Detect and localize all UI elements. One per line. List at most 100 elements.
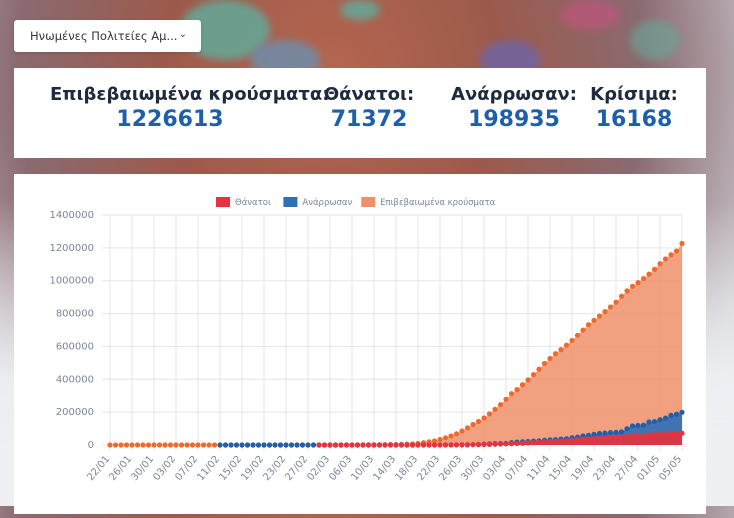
point-deaths[interactable] <box>525 440 531 446</box>
point-confirmed[interactable] <box>211 442 218 448</box>
point-recovered[interactable] <box>255 442 262 448</box>
point-deaths[interactable] <box>338 442 344 448</box>
point-deaths[interactable] <box>459 442 465 448</box>
point-recovered[interactable] <box>310 442 317 448</box>
point-deaths[interactable] <box>530 439 537 446</box>
point-deaths[interactable] <box>464 442 471 448</box>
point-confirmed[interactable] <box>470 421 476 428</box>
point-confirmed[interactable] <box>145 442 152 448</box>
point-deaths[interactable] <box>376 442 383 448</box>
point-confirmed[interactable] <box>134 442 141 448</box>
point-confirmed[interactable] <box>541 360 548 367</box>
point-deaths[interactable] <box>481 441 487 448</box>
point-confirmed[interactable] <box>486 411 493 417</box>
point-confirmed[interactable] <box>481 415 487 421</box>
point-confirmed[interactable] <box>514 387 520 393</box>
point-confirmed[interactable] <box>464 425 471 431</box>
point-confirmed[interactable] <box>492 406 498 412</box>
point-deaths[interactable] <box>387 442 394 448</box>
point-deaths[interactable] <box>679 430 685 436</box>
point-confirmed[interactable] <box>448 433 454 439</box>
legend-item[interactable]: Ανάρρωσαν <box>283 197 352 208</box>
point-confirmed[interactable] <box>129 442 135 448</box>
point-deaths[interactable] <box>431 442 438 448</box>
point-deaths[interactable] <box>514 440 520 447</box>
point-confirmed[interactable] <box>123 442 130 448</box>
point-deaths[interactable] <box>552 438 559 444</box>
point-confirmed[interactable] <box>178 442 185 448</box>
point-deaths[interactable] <box>453 442 460 448</box>
point-deaths[interactable] <box>393 442 399 448</box>
point-deaths[interactable] <box>591 436 597 442</box>
point-deaths[interactable] <box>442 442 449 448</box>
point-recovered[interactable] <box>640 422 647 428</box>
point-recovered[interactable] <box>668 412 674 419</box>
point-deaths[interactable] <box>382 442 388 448</box>
point-deaths[interactable] <box>657 431 663 437</box>
point-recovered[interactable] <box>228 442 234 448</box>
point-deaths[interactable] <box>673 431 680 437</box>
point-deaths[interactable] <box>640 432 647 439</box>
point-recovered[interactable] <box>679 409 685 415</box>
point-deaths[interactable] <box>343 442 350 448</box>
point-confirmed[interactable] <box>112 442 119 448</box>
point-recovered[interactable] <box>613 429 619 435</box>
point-recovered[interactable] <box>283 442 289 448</box>
point-deaths[interactable] <box>420 442 427 448</box>
point-recovered[interactable] <box>239 442 245 448</box>
point-deaths[interactable] <box>492 441 498 447</box>
point-confirmed[interactable] <box>580 327 586 333</box>
point-confirmed[interactable] <box>442 435 449 441</box>
point-recovered[interactable] <box>607 430 614 436</box>
point-deaths[interactable] <box>662 431 669 437</box>
point-deaths[interactable] <box>404 442 410 448</box>
point-deaths[interactable] <box>415 442 421 448</box>
legend-item[interactable]: Επιβεβαιωμένα κρούσματα <box>361 197 496 208</box>
point-confirmed[interactable] <box>107 442 113 448</box>
point-confirmed[interactable] <box>558 347 564 353</box>
point-confirmed[interactable] <box>673 248 680 254</box>
point-confirmed[interactable] <box>640 276 647 282</box>
point-deaths[interactable] <box>558 438 564 444</box>
point-confirmed[interactable] <box>189 442 196 448</box>
point-confirmed[interactable] <box>618 293 625 299</box>
point-recovered[interactable] <box>261 442 267 448</box>
point-confirmed[interactable] <box>167 442 174 448</box>
point-deaths[interactable] <box>574 436 581 443</box>
point-deaths[interactable] <box>547 439 553 445</box>
point-confirmed[interactable] <box>563 342 570 348</box>
point-confirmed[interactable] <box>525 377 531 383</box>
point-deaths[interactable] <box>354 442 361 448</box>
point-deaths[interactable] <box>613 434 619 440</box>
point-confirmed[interactable] <box>596 313 603 319</box>
point-confirmed[interactable] <box>453 431 460 437</box>
point-confirmed[interactable] <box>613 299 619 305</box>
point-confirmed[interactable] <box>591 317 597 323</box>
point-deaths[interactable] <box>569 437 575 443</box>
point-deaths[interactable] <box>635 433 641 439</box>
point-confirmed[interactable] <box>497 402 504 408</box>
point-recovered[interactable] <box>591 431 597 437</box>
point-recovered[interactable] <box>250 442 256 448</box>
point-confirmed[interactable] <box>662 256 669 262</box>
point-deaths[interactable] <box>497 441 504 447</box>
point-deaths[interactable] <box>596 435 603 441</box>
point-recovered[interactable] <box>244 442 251 448</box>
point-recovered[interactable] <box>596 430 603 437</box>
point-deaths[interactable] <box>437 442 443 448</box>
point-deaths[interactable] <box>508 441 515 447</box>
point-recovered[interactable] <box>657 417 663 423</box>
point-deaths[interactable] <box>327 442 333 448</box>
point-confirmed[interactable] <box>651 266 658 272</box>
point-confirmed[interactable] <box>118 442 124 448</box>
point-deaths[interactable] <box>316 442 322 448</box>
point-confirmed[interactable] <box>536 366 542 372</box>
point-confirmed[interactable] <box>431 438 438 444</box>
point-recovered[interactable] <box>624 426 630 432</box>
point-confirmed[interactable] <box>602 309 608 315</box>
point-confirmed[interactable] <box>184 442 190 448</box>
point-confirmed[interactable] <box>200 442 207 448</box>
point-deaths[interactable] <box>585 436 592 442</box>
point-recovered[interactable] <box>673 411 680 417</box>
point-confirmed[interactable] <box>140 442 146 448</box>
